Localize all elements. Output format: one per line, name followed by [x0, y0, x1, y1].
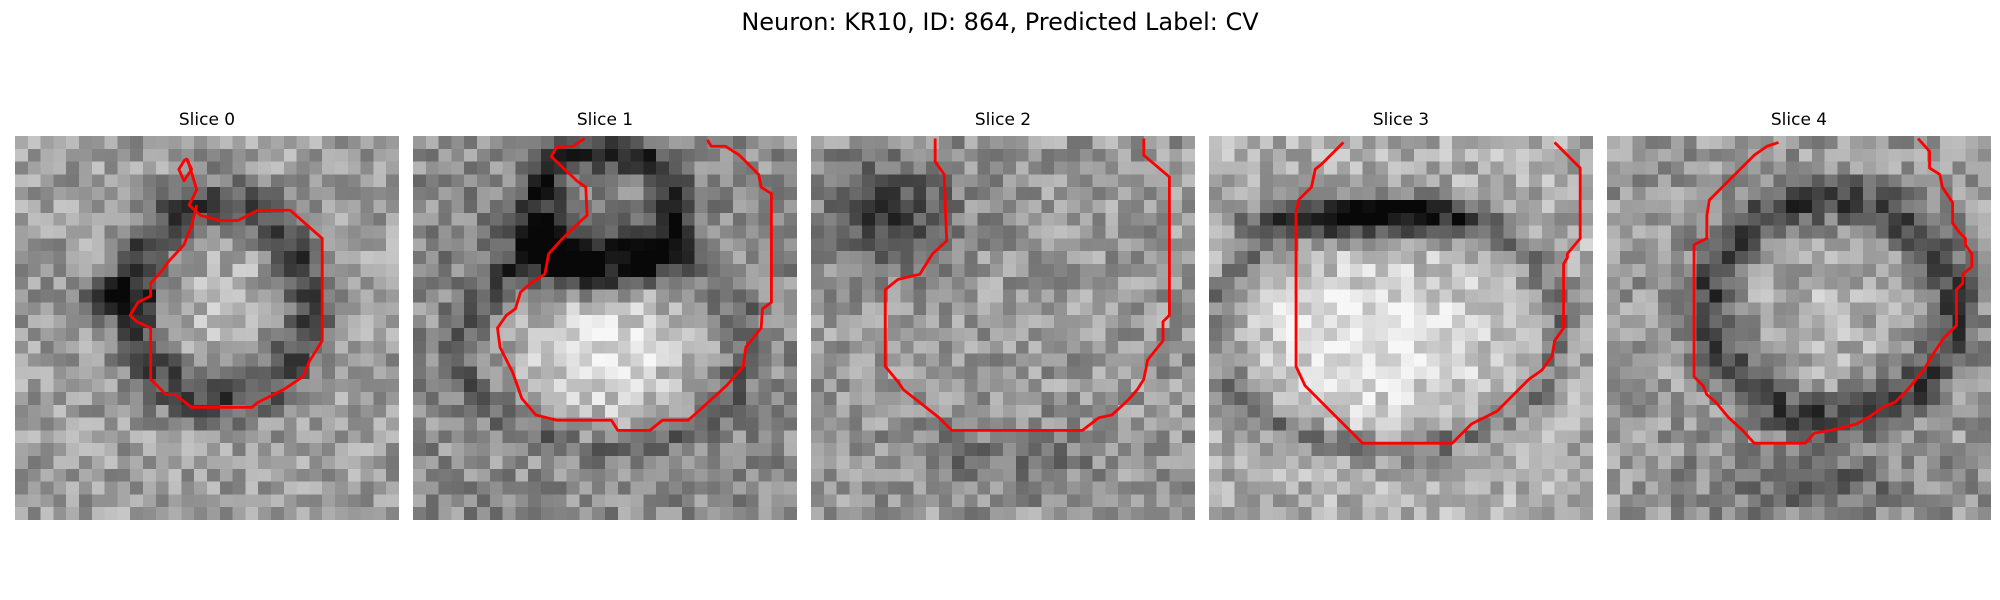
slice-title-0: Slice 0 — [178, 110, 236, 130]
slice-panel-0: Slice 0 — [15, 108, 399, 520]
slice-title-4: Slice 4 — [1770, 110, 1828, 130]
slice-panel-1: Slice 1 — [413, 108, 797, 520]
cell-contour-4 — [1692, 137, 1974, 445]
slice-title-3: Slice 3 — [1372, 110, 1430, 130]
slice-image-0 — [15, 136, 399, 520]
slice-panel-3: Slice 3 — [1209, 108, 1593, 520]
slice-title-2: Slice 2 — [974, 110, 1032, 130]
cell-contour-1 — [496, 137, 773, 432]
cell-contour-2 — [883, 138, 1171, 432]
cell-contour-0 — [128, 157, 324, 409]
cell-contour-3 — [1294, 141, 1582, 445]
slice-panel-2: Slice 2 — [811, 108, 1195, 520]
slice-image-3 — [1209, 136, 1593, 520]
figure-title: Neuron: KR10, ID: 864, Predicted Label: … — [741, 8, 1259, 36]
slice-image-4 — [1607, 136, 1991, 520]
slice-title-1: Slice 1 — [576, 110, 634, 130]
slice-image-2 — [811, 136, 1195, 520]
slice-image-1 — [413, 136, 797, 520]
slice-panel-4: Slice 4 — [1607, 108, 1991, 520]
